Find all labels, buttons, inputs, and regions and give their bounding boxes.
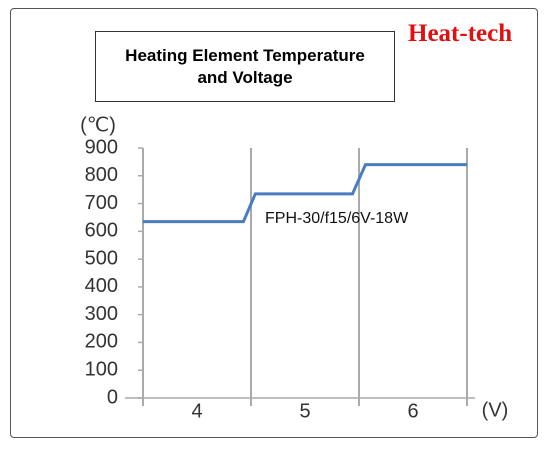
chart-title: Heating Element Temperature and Voltage (95, 31, 395, 102)
annotation: FPH-30/f15/6V-18W (265, 210, 409, 227)
frame (10, 8, 538, 438)
brand-logo: Heat-tech (408, 20, 513, 47)
data-line (143, 163, 467, 224)
x-axis-label: (V) (482, 399, 509, 421)
y-axis-label: (℃) (80, 114, 116, 136)
y-tick-label: 400 (85, 275, 118, 297)
x-tick-label: 6 (407, 400, 418, 422)
x-tick-label: 5 (299, 400, 310, 422)
y-tick-label: 700 (85, 192, 118, 214)
y-tick-label: 200 (85, 331, 118, 353)
y-tick-label: 800 (85, 164, 118, 186)
x-tick-label: 4 (191, 400, 202, 422)
y-tick-label: 500 (85, 247, 118, 269)
y-tick-label: 900 (85, 136, 118, 158)
y-tick-label: 0 (107, 386, 118, 408)
y-tick-label: 100 (85, 359, 118, 381)
y-tick-label: 300 (85, 303, 118, 325)
y-tick-label: 600 (85, 220, 118, 242)
